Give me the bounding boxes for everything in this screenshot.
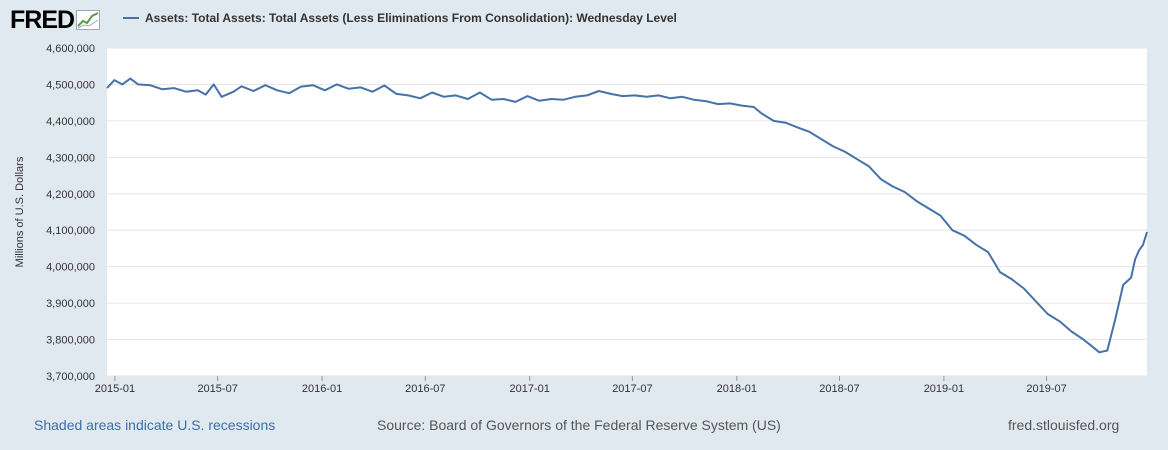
legend: Assets: Total Assets: Total Assets (Less… xyxy=(123,11,677,25)
y-tick-label: 4,100,000 xyxy=(46,225,95,237)
series-line[interactable] xyxy=(106,77,1148,354)
x-tick-label: 2016-01 xyxy=(302,383,342,395)
fred-logo[interactable]: FRED xyxy=(10,6,101,34)
chart-line-icon xyxy=(76,10,101,30)
x-tick-label: 2015-07 xyxy=(197,383,237,395)
y-axis-title: Millions of U.S. Dollars xyxy=(14,156,26,267)
x-tick-label: 2016-07 xyxy=(405,383,445,395)
chart-header: FRED Assets: Total Assets: Total Assets … xyxy=(0,0,1168,40)
plot-area xyxy=(107,48,1147,376)
x-tick-label: 2018-01 xyxy=(717,383,757,395)
y-tick-label: 4,000,000 xyxy=(46,262,95,274)
x-tick-label: 2017-07 xyxy=(612,383,652,395)
y-tick-label: 4,300,000 xyxy=(46,152,95,164)
line-chart[interactable]: 3,700,000 3,800,000 3,900,000 4,000,000 4,10… xyxy=(0,0,1168,410)
y-tick-label: 4,600,000 xyxy=(46,43,95,55)
x-tick-label: 2015-01 xyxy=(95,383,135,395)
grid-lines xyxy=(107,47,1147,377)
recessions-note[interactable]: Shaded areas indicate U.S. recessions xyxy=(34,417,276,433)
x-tick-label: 2019-01 xyxy=(924,383,964,395)
x-tick-label: 2018-07 xyxy=(819,383,859,395)
x-tick-label: 2017-01 xyxy=(510,383,550,395)
legend-series-name: Assets: Total Assets: Total Assets (Less… xyxy=(145,11,677,25)
y-tick-label: 3,700,000 xyxy=(46,371,95,383)
logo-text: FRED xyxy=(10,6,75,34)
y-tick-label: 4,500,000 xyxy=(46,79,95,91)
source-note: Source: Board of Governors of the Federa… xyxy=(377,417,781,433)
legend-swatch xyxy=(123,17,139,19)
site-link[interactable]: fred.stlouisfed.org xyxy=(1008,417,1120,433)
y-tick-label: 4,200,000 xyxy=(46,189,95,201)
y-axis-ticks: 3,700,000 3,800,000 3,900,000 4,000,000 4,10… xyxy=(46,43,95,383)
y-tick-label: 4,400,000 xyxy=(46,116,95,128)
x-axis-ticks: 2015-01 2015-07 2016-01 2016-07 2017-01 2017-… xyxy=(95,376,1067,395)
y-tick-label: 3,900,000 xyxy=(46,298,95,310)
x-tick-label: 2019-07 xyxy=(1026,383,1066,395)
y-tick-label: 3,800,000 xyxy=(46,335,95,347)
